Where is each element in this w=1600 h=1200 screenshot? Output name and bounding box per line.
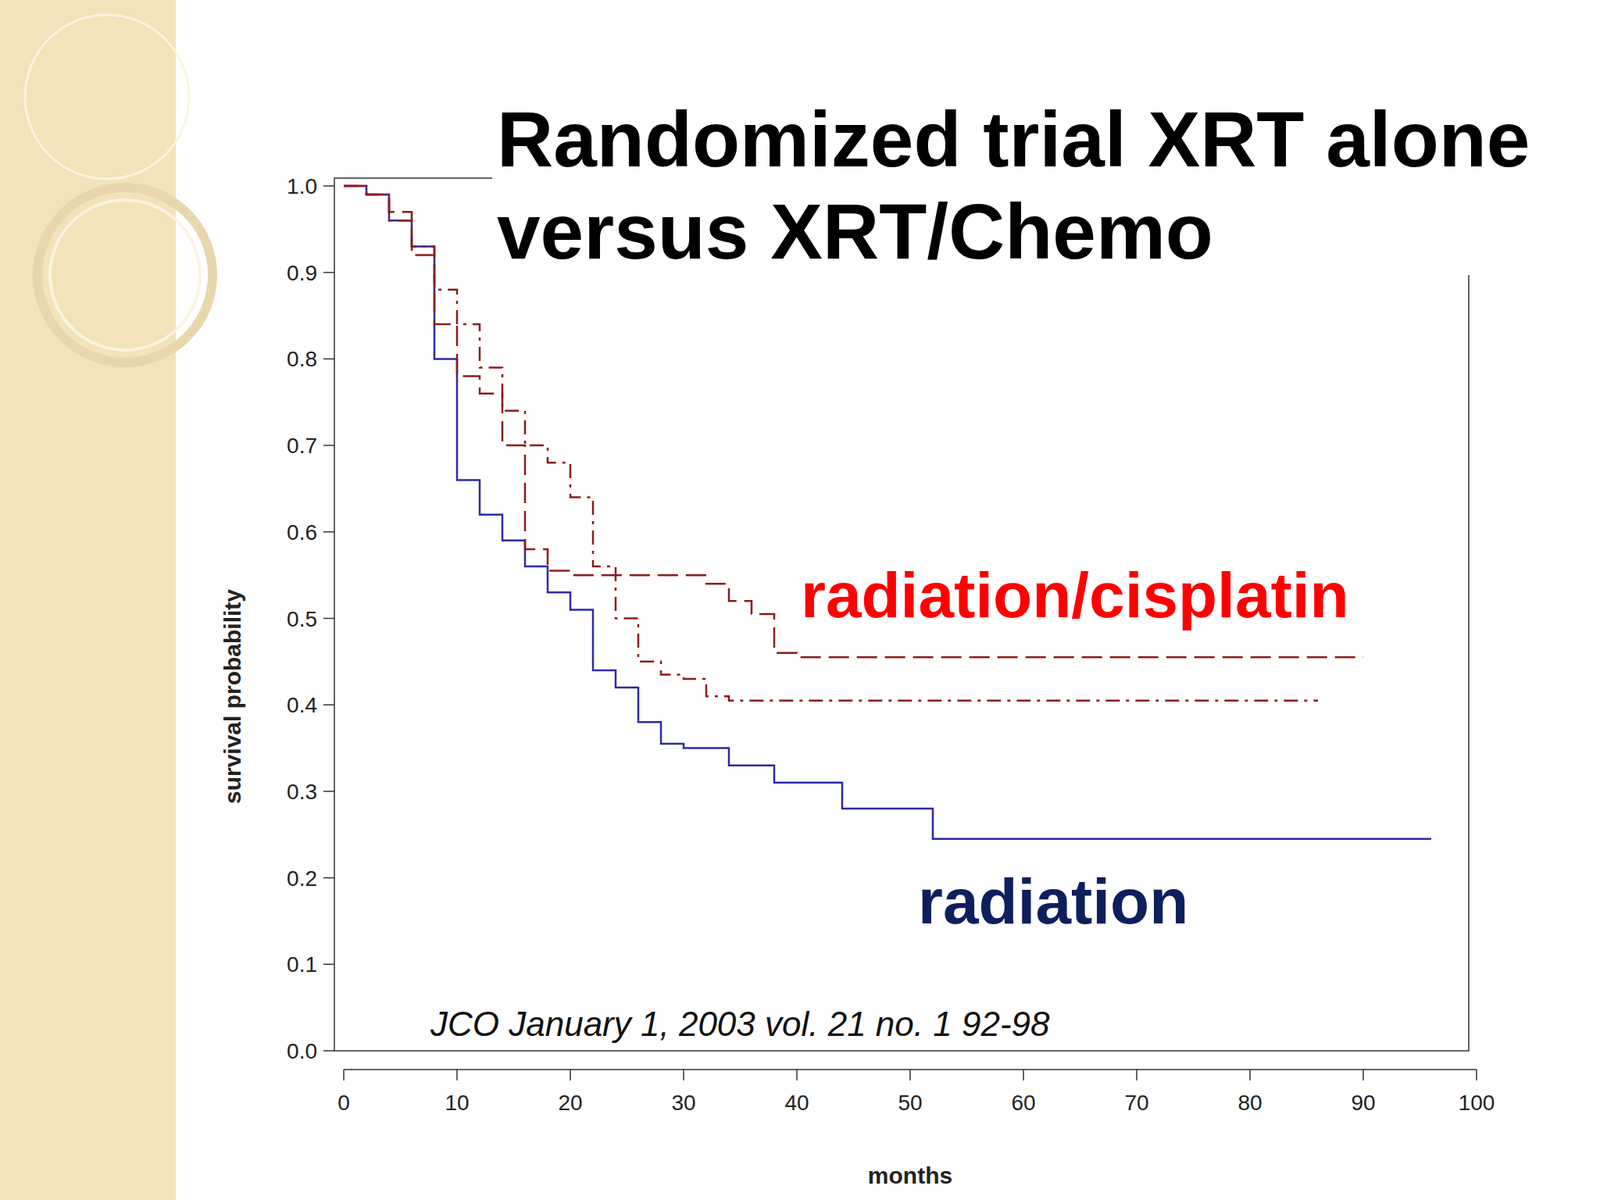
- y-tick-label: 0.3: [286, 779, 318, 804]
- decoration: [50, 200, 200, 350]
- y-tick: [323, 271, 335, 274]
- source: JCO January 1, 2003 vol. 21 no. 1 92-98: [429, 1004, 1050, 1043]
- decoration: [37, 187, 213, 363]
- y-tick: [323, 358, 335, 361]
- background: [0, 0, 1600, 1200]
- series-group: [343, 185, 1432, 840]
- y-tick: [323, 964, 335, 966]
- title-line: versus XRT/Chemo: [496, 187, 1214, 275]
- y-tick: [323, 531, 335, 533]
- title-group: Randomized trial XRT aloneversus XRT/Che…: [492, 95, 1535, 275]
- curve-label: radiation: [917, 865, 1189, 937]
- x-tick-label: 70: [1124, 1090, 1149, 1115]
- x-tick: [456, 1069, 458, 1081]
- x-tick-label: 100: [1458, 1090, 1496, 1115]
- x-tick: [1249, 1069, 1251, 1081]
- y-tick: [323, 185, 335, 187]
- x-tick-label: 10: [444, 1090, 469, 1115]
- y-tick-label: 0.4: [286, 692, 318, 718]
- y-tick-label: 0.8: [286, 346, 318, 372]
- plot-frame: [334, 178, 1469, 1051]
- y-tick-label: 1.0: [286, 174, 318, 199]
- x-tick: [1362, 1069, 1365, 1081]
- x-tick-label: 80: [1237, 1090, 1262, 1115]
- y-tick: [323, 703, 335, 706]
- x-tick-label: 0: [337, 1090, 350, 1115]
- x-tick-label: 90: [1350, 1090, 1375, 1115]
- title-line: Randomized trial XRT alone: [496, 95, 1530, 183]
- decoration: [25, 14, 190, 179]
- y-tick-label: 0.0: [286, 1039, 318, 1064]
- y-tick-label: 0.2: [286, 866, 318, 891]
- annotation-group: radiation/cisplatin: [797, 559, 1353, 631]
- x-tick: [1135, 1069, 1138, 1081]
- y-tick-label: 0.6: [286, 520, 318, 545]
- y-tick-label: 0.5: [286, 607, 318, 632]
- x-tick: [1022, 1069, 1025, 1081]
- y-tick-label: 0.9: [286, 260, 318, 286]
- x-tick-label: 50: [897, 1090, 922, 1115]
- y-tick: [323, 444, 335, 447]
- y-axis-title: survival probability: [219, 589, 246, 804]
- y-tick: [323, 790, 335, 793]
- side-strip: [0, 0, 176, 1200]
- x-axis-title: months: [867, 1162, 953, 1189]
- curve-label: radiation/cisplatin: [800, 559, 1350, 631]
- survival-curve: [343, 185, 1364, 658]
- x-tick-label: 20: [557, 1090, 583, 1115]
- survival-curve: [343, 185, 1432, 840]
- title-background: [492, 95, 1535, 275]
- y-tick: [323, 1050, 335, 1052]
- slide: 0.0 0.1 0.2 0.3 0.4 0.5 0.6 0.7 0.8 0.9 1.0 0 10 20 30…: [0, 0, 1600, 1200]
- x-tick: [569, 1069, 572, 1081]
- y-tick: [323, 877, 335, 879]
- x-tick: [909, 1069, 911, 1081]
- annotation-group: radiation: [914, 865, 1192, 937]
- x-tick: [682, 1069, 685, 1081]
- x-tick: [796, 1069, 798, 1081]
- y-tick-label: 0.7: [286, 433, 318, 458]
- x-tick-label: 60: [1010, 1090, 1036, 1115]
- x-tick: [1475, 1069, 1478, 1081]
- y-tick-label: 0.1: [286, 952, 318, 977]
- x-tick-label: 40: [784, 1090, 809, 1115]
- title: Randomized trial XRT aloneversus XRT/Che…: [496, 95, 1530, 275]
- x-tick-label: 30: [671, 1090, 696, 1115]
- y-tick: [323, 617, 335, 620]
- x-tick: [342, 1069, 345, 1081]
